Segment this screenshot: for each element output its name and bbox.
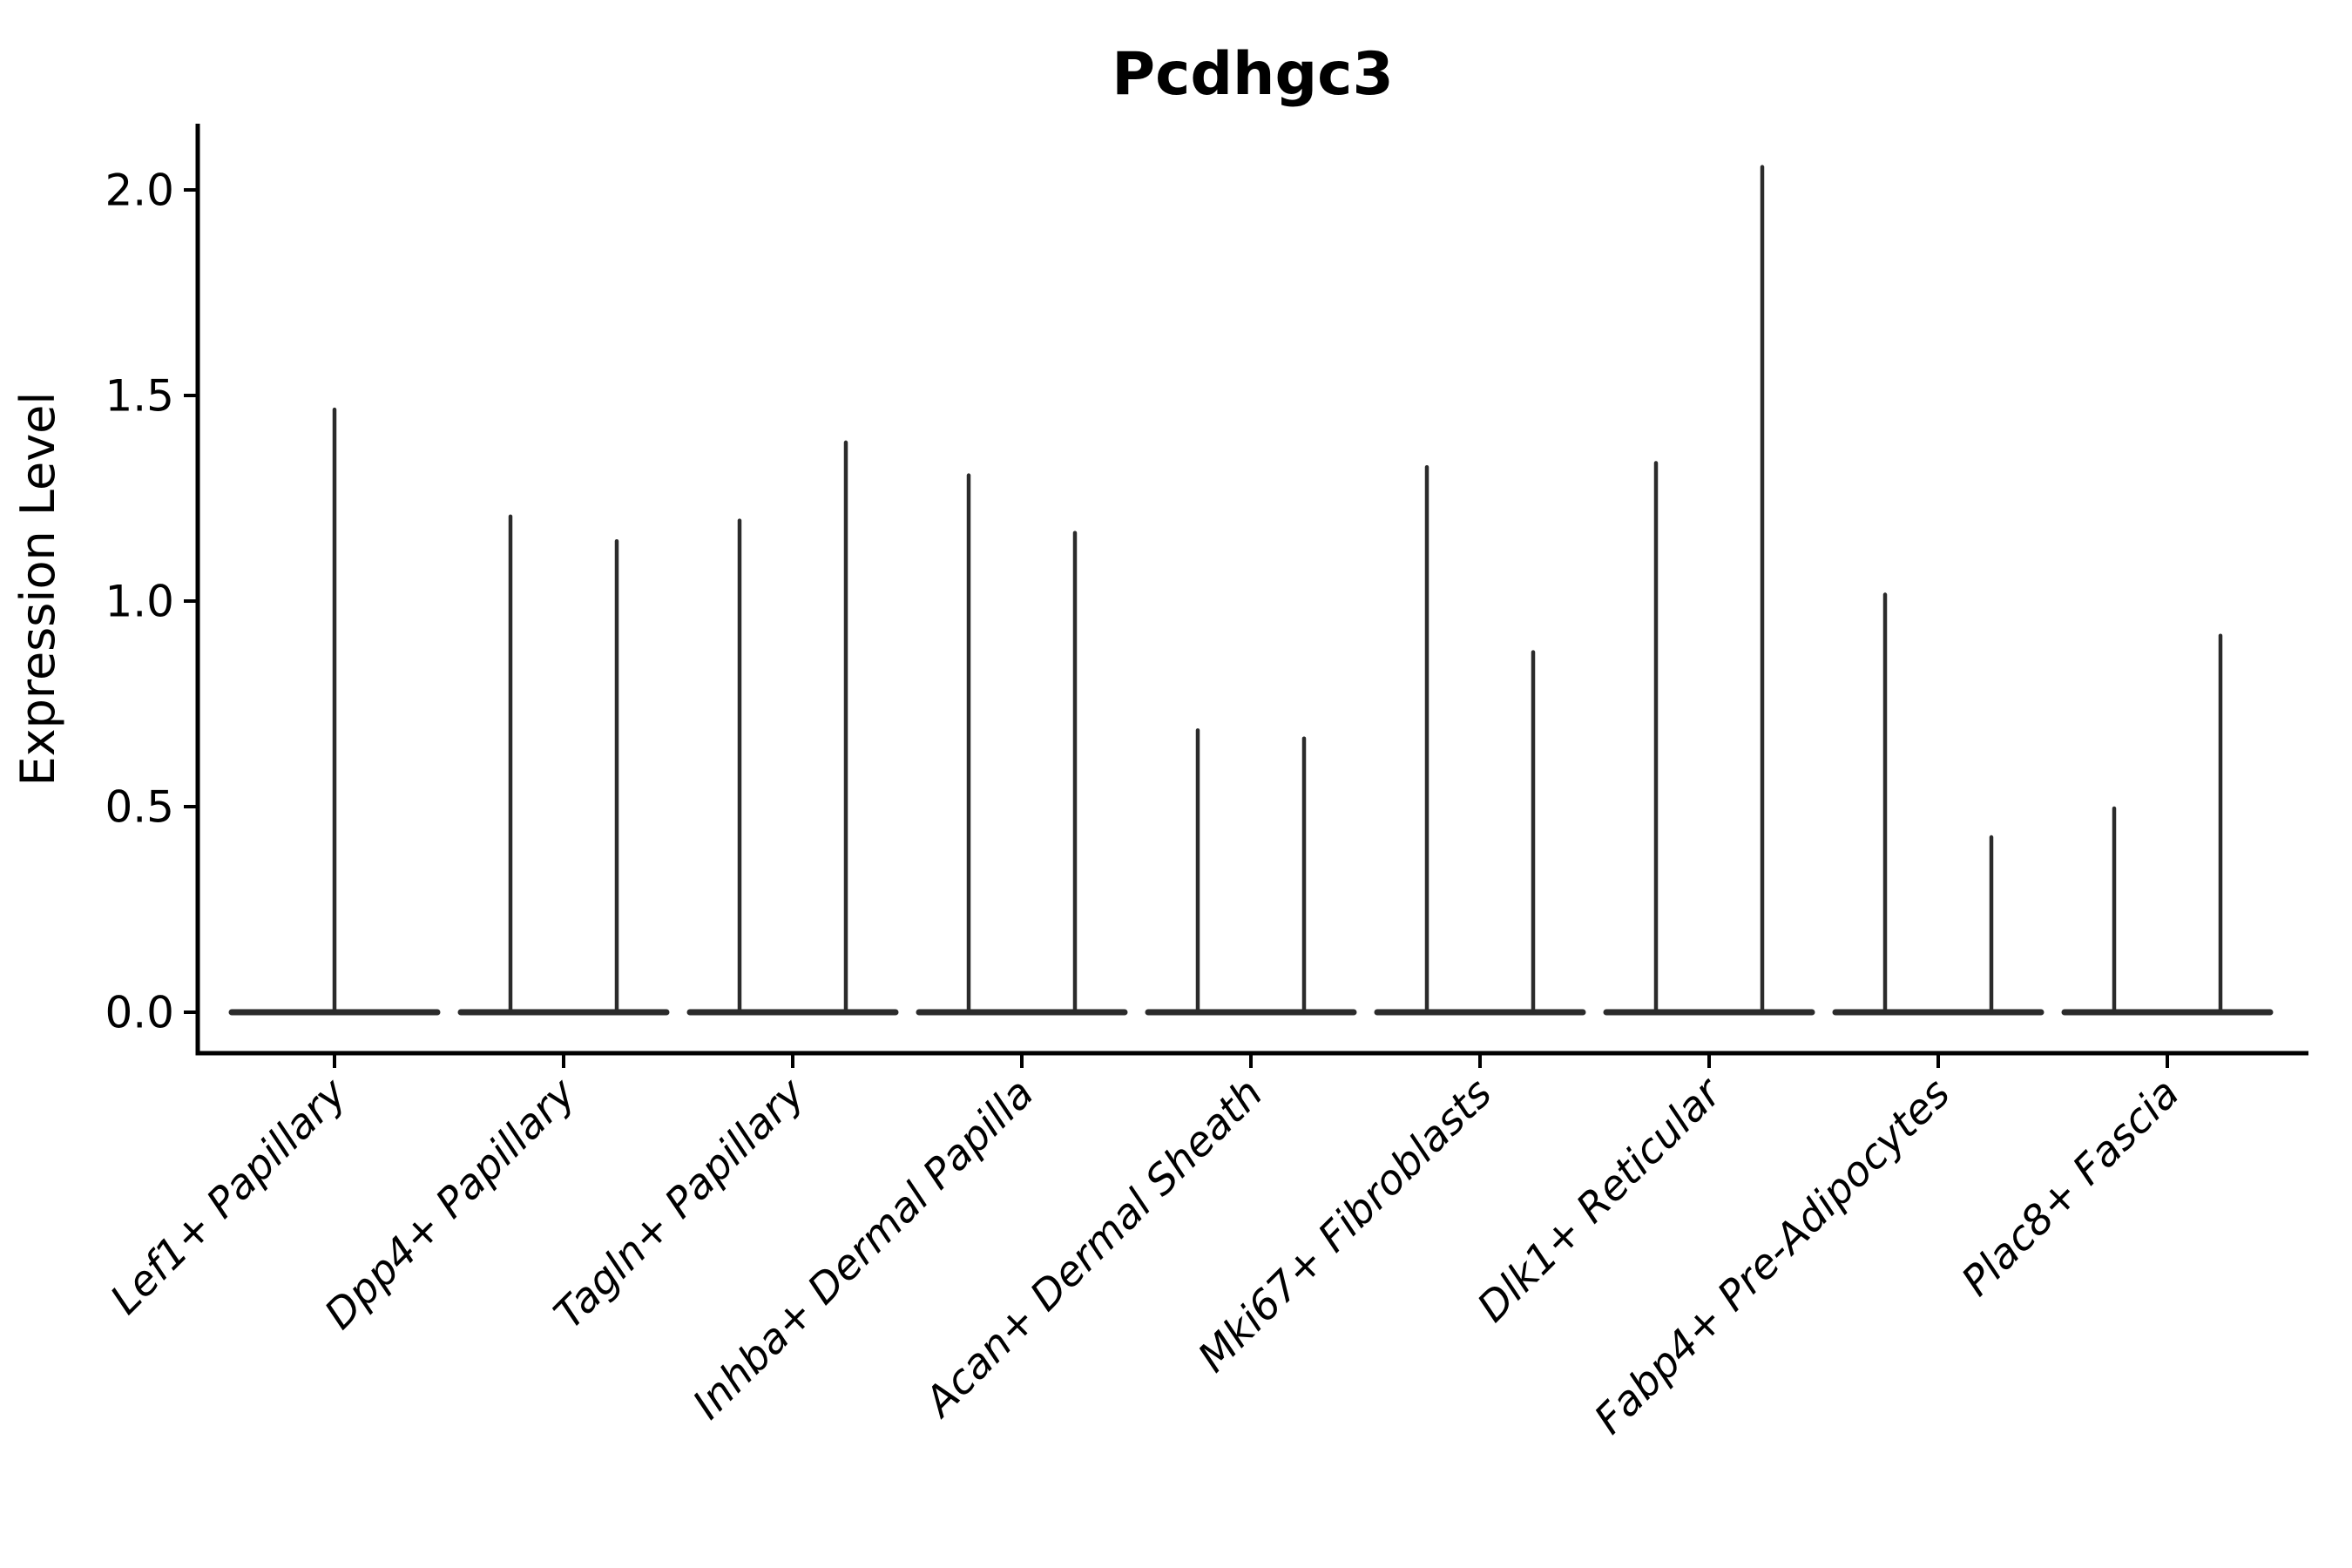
y-tick-label: 2.0 <box>105 166 174 216</box>
violin-group <box>228 407 441 1016</box>
x-tick-label: Plac8+ Fascia <box>1952 1070 2188 1306</box>
violin-group <box>1603 165 1815 1016</box>
y-axis-label: Expression Level <box>10 392 65 787</box>
x-tick-label: Dpp4+ Papillary <box>315 1069 585 1339</box>
y-tick-label: 0.0 <box>105 988 174 1038</box>
axis-spines <box>195 124 2308 1056</box>
x-tick-label: Dlk1+ Reticular <box>1469 1068 1733 1332</box>
y-tick-label: 1.5 <box>105 371 174 422</box>
violin-group <box>457 514 670 1016</box>
violins <box>228 165 2274 1016</box>
violin-group <box>1832 592 2044 1016</box>
violin-group <box>1374 464 1586 1016</box>
x-tick-label: Tagln+ Papillary <box>545 1069 815 1339</box>
chart-title: Pcdhgc3 <box>1112 40 1394 109</box>
y-tick-label: 1.0 <box>105 577 174 627</box>
y-tick-label: 0.5 <box>105 782 174 833</box>
violin-group <box>2061 633 2274 1016</box>
y-axis-ticks: 2.0 1.5 1.0 0.5 0.0 <box>105 166 198 1038</box>
x-tick-label: Lef1+ Papillary <box>101 1069 356 1324</box>
violin-group <box>1145 728 1357 1016</box>
axis-spine <box>195 124 2308 1056</box>
violin-group <box>686 440 899 1016</box>
violin-group <box>916 473 1128 1016</box>
